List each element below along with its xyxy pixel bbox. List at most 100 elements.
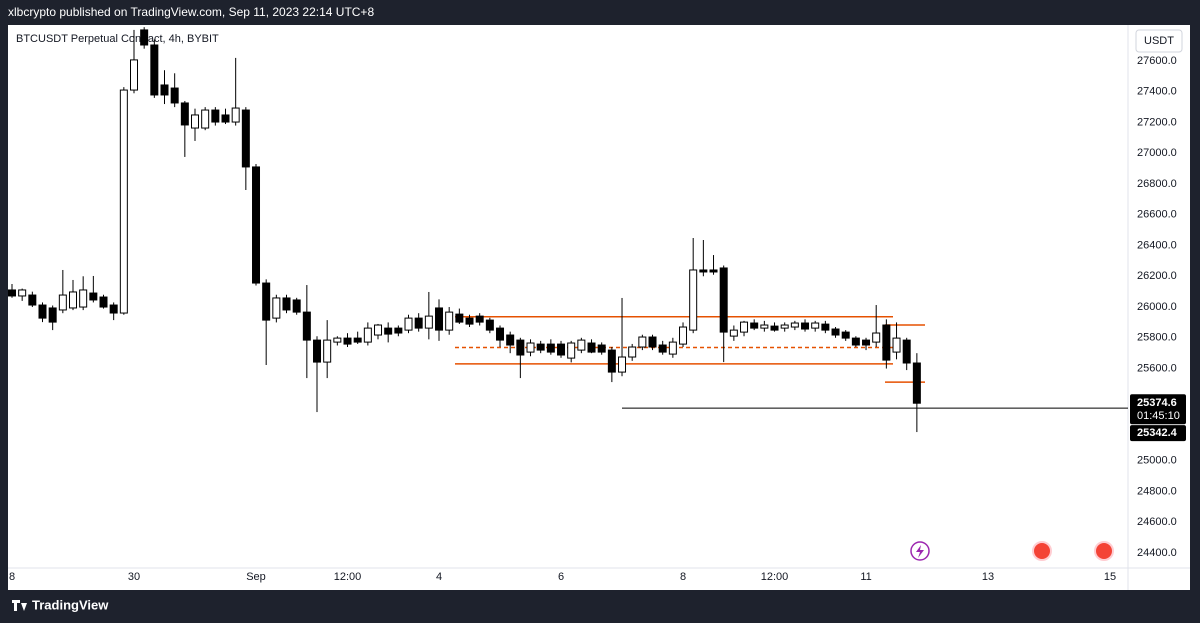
candle-body xyxy=(374,324,383,336)
candle-body xyxy=(821,323,830,331)
candle-body xyxy=(150,44,159,96)
candle-body xyxy=(191,114,200,129)
candle-body xyxy=(252,166,261,284)
candle-body xyxy=(485,319,494,331)
candle-body xyxy=(384,327,393,335)
x-tick-label: 8 xyxy=(680,571,686,583)
y-tick-label: 24600.0 xyxy=(1137,516,1177,528)
candle-body xyxy=(496,327,505,341)
x-tick-label: 6 xyxy=(558,571,564,583)
candle-body xyxy=(506,334,515,346)
candle-body xyxy=(140,29,149,46)
event-icon[interactable] xyxy=(910,541,930,561)
candle-body xyxy=(607,349,616,373)
candle-body xyxy=(862,339,871,346)
candle-body xyxy=(455,313,464,323)
candle-body xyxy=(546,343,555,353)
candle-body xyxy=(628,346,637,358)
candle-body xyxy=(882,324,891,361)
candle-body xyxy=(313,339,322,363)
last-price-tag xyxy=(1130,394,1186,425)
candle-body xyxy=(109,304,118,314)
candle-body xyxy=(689,269,698,331)
candle-body xyxy=(801,322,810,330)
plot xyxy=(8,27,1128,433)
candle-body xyxy=(28,294,37,306)
lightning-icon xyxy=(916,545,924,558)
candle-body xyxy=(902,339,911,364)
y-tick-label: 27400.0 xyxy=(1137,86,1177,98)
x-tick-label: 15 xyxy=(1104,571,1116,583)
candle-body xyxy=(170,87,179,104)
y-tick-label: 27200.0 xyxy=(1137,116,1177,128)
candle-body xyxy=(780,324,789,329)
candle-body xyxy=(282,297,291,311)
candle-body xyxy=(465,317,474,325)
y-tick-label: 26200.0 xyxy=(1137,270,1177,282)
candle-body xyxy=(567,342,576,359)
candle-body xyxy=(231,107,240,123)
candle-body xyxy=(414,317,423,329)
candle-body xyxy=(130,59,139,91)
candle-body xyxy=(38,304,47,319)
header: xlbcrypto published on TradingView.com, … xyxy=(8,5,374,19)
x-tick-label: 12:00 xyxy=(334,571,362,583)
last-price-label: 25374.6 xyxy=(1137,397,1177,409)
candle-body xyxy=(709,269,718,273)
y-tick-label: 24800.0 xyxy=(1137,485,1177,497)
candle-body xyxy=(475,315,484,323)
countdown-label: 01:45:10 xyxy=(1137,410,1180,422)
candle-body xyxy=(424,315,433,329)
candle-body xyxy=(841,331,850,339)
candle-body xyxy=(180,102,189,126)
candle-body xyxy=(394,327,403,334)
candle-body xyxy=(160,84,169,96)
y-tick-label: 27600.0 xyxy=(1137,55,1177,67)
event-icon[interactable] xyxy=(1094,541,1114,561)
candle-body xyxy=(89,292,98,301)
candle-body xyxy=(699,269,708,273)
candle-body xyxy=(211,109,220,123)
candle-body xyxy=(221,114,230,123)
candle-body xyxy=(323,339,332,363)
candle-body xyxy=(516,339,525,356)
candle-body xyxy=(536,343,545,351)
candle-body xyxy=(648,336,657,348)
candle-body xyxy=(892,337,901,353)
candle-body xyxy=(8,289,16,297)
candle-body xyxy=(872,332,881,343)
candle-body xyxy=(241,109,250,168)
candle-body xyxy=(119,89,128,314)
currency-label: USDT xyxy=(1144,35,1174,47)
candle-body xyxy=(526,342,535,353)
candle-body xyxy=(638,336,647,348)
brand: TradingView xyxy=(32,597,109,612)
candle-body xyxy=(435,307,444,331)
currency-button[interactable] xyxy=(1135,29,1183,53)
candle-body xyxy=(58,294,67,311)
candle-body xyxy=(48,307,57,323)
candle-body xyxy=(353,337,362,343)
candle-body xyxy=(404,317,413,331)
candle-body xyxy=(719,267,728,333)
candle-body xyxy=(587,342,596,353)
candle-body xyxy=(770,325,779,331)
level-price-label: 25342.4 xyxy=(1137,427,1178,439)
candle-body xyxy=(292,299,301,313)
x-tick-label: 12:00 xyxy=(761,571,789,583)
candle-body xyxy=(302,311,311,341)
y-tick-label: 25800.0 xyxy=(1137,332,1177,344)
candle-body xyxy=(729,329,738,337)
y-tick-label: 25000.0 xyxy=(1137,455,1177,467)
candle-body xyxy=(750,322,759,329)
candle-body xyxy=(679,326,688,345)
candle-body xyxy=(79,289,88,308)
x-tick-label: Sep xyxy=(246,571,266,583)
y-tick-label: 26400.0 xyxy=(1137,239,1177,251)
candle-body xyxy=(618,356,627,373)
candle-body xyxy=(577,339,586,351)
candle-body xyxy=(363,327,372,343)
event-icon[interactable] xyxy=(1032,541,1052,561)
